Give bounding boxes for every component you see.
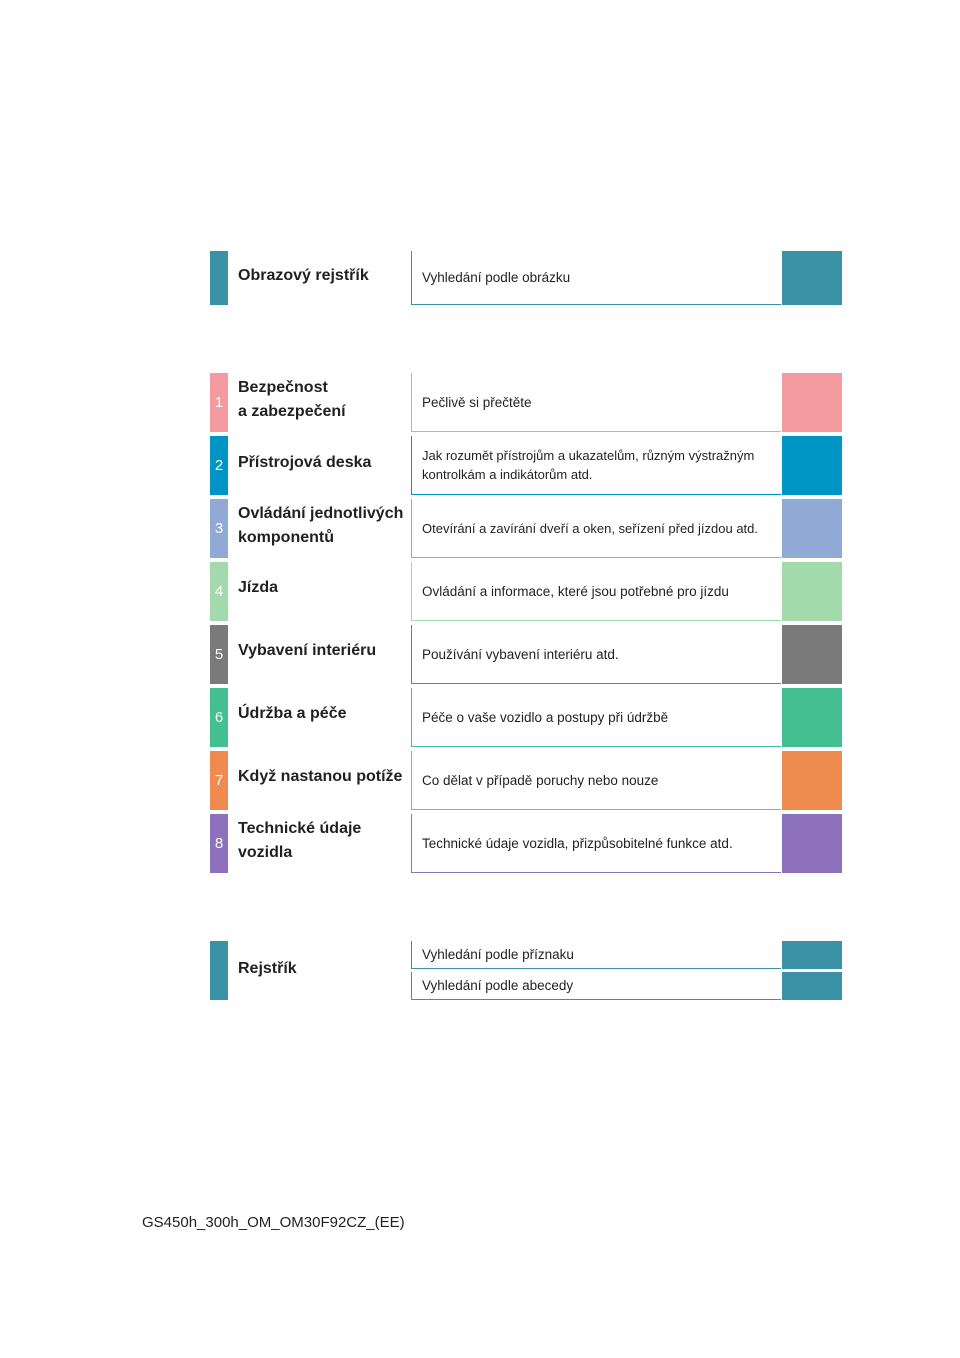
chapter-title: Údržba a péče bbox=[238, 705, 347, 722]
picture-index-tab bbox=[210, 251, 228, 305]
chapter-title: Ovládání jednotlivých komponentů bbox=[238, 505, 404, 546]
document-code-footer: GS450h_300h_OM_OM30F92CZ_(EE) bbox=[142, 1214, 405, 1231]
chapter-number-tab: 7 bbox=[210, 751, 228, 810]
chapter-color-block bbox=[782, 436, 842, 495]
chapter-number-tab: 4 bbox=[210, 562, 228, 621]
index-item-color-block bbox=[782, 972, 842, 1000]
index-item-symptom[interactable]: Vyhledání podle příznaku bbox=[411, 941, 842, 969]
chapter-number-tab: 1 bbox=[210, 373, 228, 432]
chapter-title: Bezpečnost a zabezpečení bbox=[238, 379, 346, 420]
chapter-color-block bbox=[782, 814, 842, 873]
chapter-color-block bbox=[782, 562, 842, 621]
chapter-title: Technické údaje vozidla bbox=[238, 820, 362, 861]
chapter-row-8[interactable]: 8 Technické údaje vozidla Technické údaj… bbox=[210, 814, 842, 873]
chapter-row-3[interactable]: 3 Ovládání jednotlivých komponentů Oteví… bbox=[210, 499, 842, 558]
index-item-color-block bbox=[782, 941, 842, 969]
chapter-description: Co dělat v případě poruchy nebo nouze bbox=[411, 751, 781, 810]
chapter-row-2[interactable]: 2 Přístrojová deska Jak rozumět přístroj… bbox=[210, 436, 842, 495]
chapter-description: Otevírání a zavírání dveří a oken, seříz… bbox=[411, 499, 781, 558]
index-item-label: Vyhledání podle příznaku bbox=[411, 941, 781, 969]
chapter-title: Když nastanou potíže bbox=[238, 768, 403, 785]
chapter-description: Péče o vaše vozidlo a postupy při údržbě bbox=[411, 688, 781, 747]
chapter-title: Přístrojová deska bbox=[238, 454, 372, 471]
chapter-number-tab: 2 bbox=[210, 436, 228, 495]
chapter-color-block bbox=[782, 373, 842, 432]
chapter-title: Vybavení interiéru bbox=[238, 642, 377, 659]
index-tab bbox=[210, 941, 228, 1000]
chapter-color-block bbox=[782, 625, 842, 684]
index-item-alphabet[interactable]: Vyhledání podle abecedy bbox=[411, 972, 842, 1000]
chapter-row-5[interactable]: 5 Vybavení interiéru Používání vybavení … bbox=[210, 625, 842, 684]
chapter-number-tab: 5 bbox=[210, 625, 228, 684]
chapter-number-tab: 8 bbox=[210, 814, 228, 873]
chapter-color-block bbox=[782, 751, 842, 810]
chapter-description: Technické údaje vozidla, přizpůsobitelné… bbox=[411, 814, 781, 873]
picture-index-row[interactable]: Obrazový rejstřík Vyhledání podle obrázk… bbox=[210, 251, 842, 305]
chapter-title: Jízda bbox=[238, 579, 279, 596]
index-section: Rejstřík Vyhledání podle příznaku Vyhled… bbox=[210, 941, 842, 1000]
chapter-color-block bbox=[782, 688, 842, 747]
chapter-row-6[interactable]: 6 Údržba a péče Péče o vaše vozidlo a po… bbox=[210, 688, 842, 747]
index-item-label: Vyhledání podle abecedy bbox=[411, 972, 781, 1000]
picture-index-color-block bbox=[782, 251, 842, 305]
index-title: Rejstřík bbox=[238, 960, 297, 977]
chapter-row-4[interactable]: 4 Jízda Ovládání a informace, které jsou… bbox=[210, 562, 842, 621]
chapter-description: Pečlivě si přečtěte bbox=[411, 373, 781, 432]
chapter-description: Jak rozumět přístrojům a ukazatelům, růz… bbox=[411, 436, 781, 495]
chapter-number-tab: 3 bbox=[210, 499, 228, 558]
chapter-color-block bbox=[782, 499, 842, 558]
picture-index-description: Vyhledání podle obrázku bbox=[411, 251, 781, 305]
chapter-description: Používání vybavení interiéru atd. bbox=[411, 625, 781, 684]
chapter-description: Ovládání a informace, které jsou potřebn… bbox=[411, 562, 781, 621]
picture-index-title: Obrazový rejstřík bbox=[238, 267, 369, 284]
chapter-number-tab: 6 bbox=[210, 688, 228, 747]
chapter-row-1[interactable]: 1 Bezpečnost a zabezpečení Pečlivě si př… bbox=[210, 373, 842, 432]
chapter-row-7[interactable]: 7 Když nastanou potíže Co dělat v případ… bbox=[210, 751, 842, 810]
